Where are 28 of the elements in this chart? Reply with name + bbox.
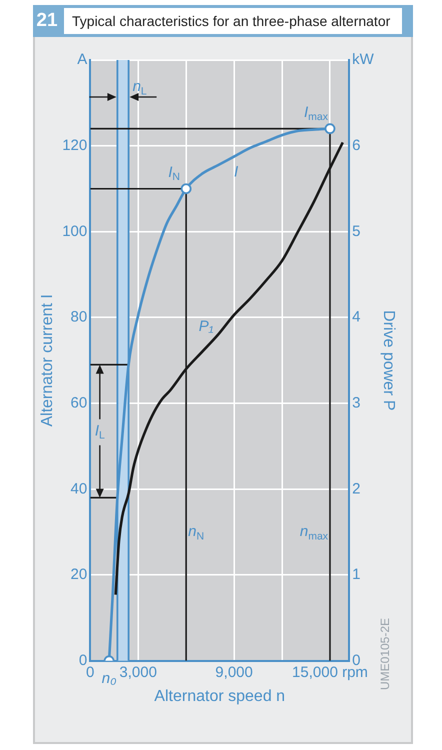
y2-tick-label: 6 (352, 136, 360, 154)
series-label: P₁ (198, 318, 214, 335)
point (324, 123, 336, 134)
y2-tick-label: 2 (352, 480, 360, 498)
x-tick-label: 3,000 (119, 664, 157, 681)
x-tick-label: 9,000 (215, 664, 253, 681)
y-tick-label: 20 (70, 566, 88, 584)
point (180, 183, 192, 194)
y-tick-label: 80 (70, 308, 88, 326)
y2-tick-label: 4 (352, 308, 360, 326)
y2-tick-label: 5 (352, 222, 360, 240)
x-axis-title: Alternator speed n (154, 688, 286, 705)
y-tick-label: 60 (70, 394, 88, 412)
series-label: I (234, 164, 238, 181)
text: UME0105-2E (378, 618, 392, 690)
text: 21 (35, 10, 59, 32)
y-tick-label: A (77, 51, 88, 68)
y-tick-label: 120 (62, 136, 88, 154)
chart-title: Typical characteristics for an three-phase alternator (64, 8, 402, 34)
y-axis-title: Alternator current I (39, 294, 56, 427)
annotation: n₀ (102, 670, 116, 687)
y2-tick-label: 3 (352, 394, 360, 412)
y2-tick-label: 1 (352, 566, 360, 584)
y-tick-label: 0 (78, 652, 88, 669)
y-tick-label: 100 (62, 222, 88, 240)
y2-tick-label: kW (352, 51, 375, 68)
y2-axis-title: Drive power P (380, 310, 397, 411)
y-tick-label: 40 (70, 480, 88, 498)
